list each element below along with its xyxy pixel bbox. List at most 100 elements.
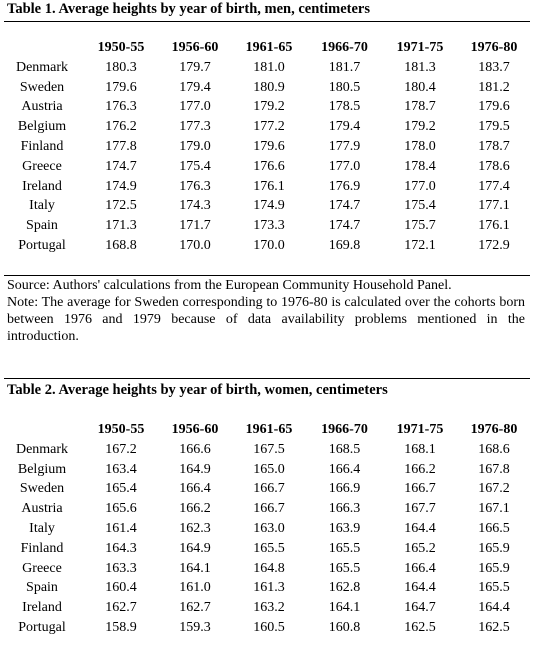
height-value-cell: 179.2 <box>253 99 285 115</box>
table-row: Portugal 158.9 159.3 160.5 160.8 162.5 162.5 <box>0 618 539 638</box>
height-value-cell: 175.7 <box>404 218 436 234</box>
country-label: Belgium <box>17 119 67 135</box>
height-value-cell: 179.6 <box>253 138 285 154</box>
table-row: Greece 163.3 164.1 164.8 165.5 166.4 165.9 <box>0 559 539 579</box>
height-value-cell: 172.9 <box>478 237 510 253</box>
height-value-cell: 179.0 <box>179 138 211 154</box>
height-value-cell: 175.4 <box>179 158 211 174</box>
height-value-cell: 162.7 <box>105 600 137 616</box>
height-value-cell: 177.2 <box>253 119 285 135</box>
height-value-cell: 164.3 <box>105 540 137 556</box>
table-row: Denmark 167.2 166.6 167.5 168.5 168.1 168.6 <box>0 440 539 460</box>
table2-col-header: 1950-55 <box>97 422 145 437</box>
table-row: Italy 161.4 162.3 163.0 163.9 164.4 166.5 <box>0 519 539 539</box>
country-label: Sweden <box>19 481 65 497</box>
height-value-cell: 167.5 <box>253 441 285 457</box>
height-value-cell: 178.6 <box>478 158 510 174</box>
height-value-cell: 167.8 <box>478 461 510 477</box>
table-row: Denmark 180.3 179.7 181.0 181.7 181.3 183.7 <box>0 58 539 78</box>
height-value-cell: 171.7 <box>179 218 211 234</box>
height-value-cell: 162.5 <box>478 619 510 635</box>
table2-body: Denmark 167.2 166.6 167.5 168.5 168.1 168.6 Bel… <box>0 440 539 638</box>
height-value-cell: 167.1 <box>478 501 510 517</box>
height-value-cell: 165.5 <box>328 560 361 576</box>
height-value-cell: 172.1 <box>404 237 436 253</box>
height-value-cell: 166.7 <box>253 501 285 517</box>
height-value-cell: 169.8 <box>328 237 361 253</box>
country-label: Ireland <box>22 178 62 194</box>
height-value-cell: 166.4 <box>179 481 211 497</box>
height-value-cell: 162.5 <box>404 619 436 635</box>
height-value-cell: 177.0 <box>179 99 211 115</box>
country-label: Portugal <box>18 237 66 253</box>
height-value-cell: 172.5 <box>105 198 137 214</box>
height-value-cell: 174.3 <box>179 198 211 214</box>
height-value-cell: 165.4 <box>105 481 137 497</box>
table1-header-row: 1950-55 1956-60 1961-65 1966-70 1971-75 … <box>0 38 539 58</box>
table2-col-header: 1961-65 <box>245 422 293 437</box>
height-value-cell: 174.7 <box>105 158 137 174</box>
table-row: Portugal 168.8 170.0 170.0 169.8 172.1 172.9 <box>0 236 539 256</box>
height-value-cell: 165.9 <box>478 560 510 576</box>
table2-header-row: 1950-55 1956-60 1961-65 1966-70 1971-75 … <box>0 420 539 440</box>
country-label: Belgium <box>17 461 67 477</box>
country-label: Greece <box>22 158 62 174</box>
table-row: Finland 164.3 164.9 165.5 165.5 165.2 165.9 <box>0 539 539 559</box>
height-value-cell: 176.6 <box>253 158 285 174</box>
height-value-cell: 177.0 <box>328 158 361 174</box>
table1-bottom-rule <box>4 275 530 276</box>
height-value-cell: 166.4 <box>328 461 361 477</box>
height-value-cell: 177.0 <box>404 178 436 194</box>
table-row: Spain 171.3 171.7 173.3 174.7 175.7 176.1 <box>0 216 539 236</box>
height-value-cell: 165.5 <box>253 540 285 556</box>
height-value-cell: 178.7 <box>404 99 436 115</box>
height-value-cell: 174.7 <box>328 218 361 234</box>
table2-col-header: 1971-75 <box>396 422 444 437</box>
country-label: Portugal <box>18 619 66 635</box>
table1-col-header: 1961-65 <box>245 40 293 55</box>
height-value-cell: 165.9 <box>478 540 510 556</box>
country-label: Spain <box>26 580 58 596</box>
country-label: Ireland <box>22 600 62 616</box>
height-value-cell: 160.8 <box>328 619 361 635</box>
table1: 1950-55 1956-60 1961-65 1966-70 1971-75 … <box>0 38 539 256</box>
height-value-cell: 164.9 <box>179 540 211 556</box>
height-value-cell: 165.5 <box>478 580 510 596</box>
height-value-cell: 162.3 <box>179 520 211 536</box>
height-value-cell: 170.0 <box>253 237 285 253</box>
height-value-cell: 166.3 <box>328 501 361 517</box>
height-value-cell: 165.0 <box>253 461 285 477</box>
height-value-cell: 174.9 <box>105 178 137 194</box>
height-value-cell: 163.3 <box>105 560 137 576</box>
table2-col-header: 1966-70 <box>321 422 368 437</box>
country-label: Spain <box>26 218 58 234</box>
height-value-cell: 179.2 <box>404 119 436 135</box>
height-value-cell: 166.6 <box>179 441 211 457</box>
table-row: Spain 160.4 161.0 161.3 162.8 164.4 165.5 <box>0 578 539 598</box>
height-value-cell: 162.7 <box>179 600 211 616</box>
height-value-cell: 161.3 <box>253 580 285 596</box>
height-value-cell: 168.8 <box>105 237 137 253</box>
height-value-cell: 164.4 <box>404 520 436 536</box>
height-value-cell: 177.3 <box>179 119 211 135</box>
height-value-cell: 164.1 <box>179 560 211 576</box>
height-value-cell: 179.4 <box>179 79 211 95</box>
table1-notes: Source: Authors' calculations from the E… <box>7 277 525 345</box>
height-value-cell: 178.4 <box>404 158 436 174</box>
height-value-cell: 164.7 <box>404 600 436 616</box>
height-value-cell: 179.4 <box>328 119 361 135</box>
height-value-cell: 179.7 <box>179 59 211 75</box>
height-value-cell: 176.3 <box>105 99 137 115</box>
table-row: Austria 165.6 166.2 166.7 166.3 167.7 167.1 <box>0 499 539 519</box>
height-value-cell: 166.9 <box>328 481 361 497</box>
height-value-cell: 166.2 <box>179 501 211 517</box>
height-value-cell: 159.3 <box>179 619 211 635</box>
table-row: Austria 176.3 177.0 179.2 178.5 178.7 179.6 <box>0 97 539 117</box>
height-value-cell: 183.7 <box>478 59 510 75</box>
height-value-cell: 181.7 <box>328 59 361 75</box>
table-row: Greece 174.7 175.4 176.6 177.0 178.4 178.6 <box>0 157 539 177</box>
height-value-cell: 160.4 <box>105 580 137 596</box>
height-value-cell: 180.9 <box>253 79 285 95</box>
height-value-cell: 175.4 <box>404 198 436 214</box>
